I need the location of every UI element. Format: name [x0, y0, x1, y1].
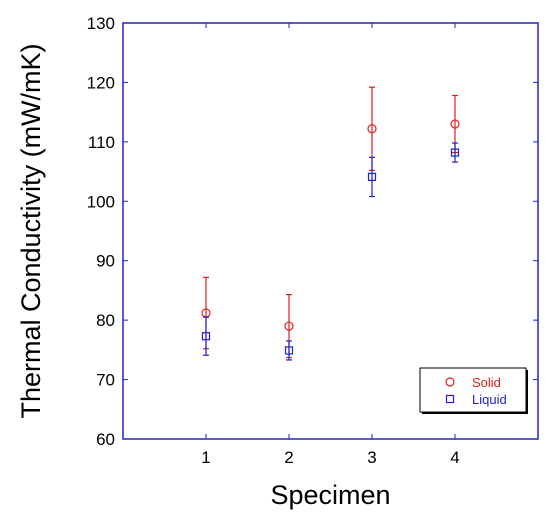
axis-ticks [123, 22, 538, 440]
legend-label-solid: Solid [472, 375, 501, 390]
data-marks [201, 86, 460, 361]
legend: Solid Liquid [419, 367, 528, 414]
plot-frame [122, 22, 539, 440]
y-tick-label: 100 [87, 192, 115, 211]
x-tick-label: 1 [201, 448, 210, 467]
x-axis-title: Specimen [270, 480, 390, 510]
solid-point [284, 321, 294, 331]
y-tick-label: 90 [96, 252, 115, 271]
legend-label-liquid: Liquid [472, 392, 507, 407]
solid-point [367, 124, 377, 134]
liquid-point [367, 172, 377, 182]
x-tick-label: 4 [450, 448, 459, 467]
y-axis-title: Thermal Conductivity (mW/mK) [16, 43, 46, 418]
x-tick-label: 3 [367, 448, 376, 467]
liquid-point [201, 332, 211, 341]
y-tick-label: 110 [88, 133, 115, 152]
legend-solid-point [445, 377, 455, 387]
legend-liquid-point [445, 394, 455, 404]
y-tick-label: 130 [87, 14, 115, 33]
legend-box [419, 367, 527, 413]
y-tick-label: 70 [96, 371, 115, 390]
x-tick-label: 2 [284, 448, 293, 467]
solid-point [450, 119, 460, 129]
liquid-point [450, 148, 460, 157]
axis-tick-labels: 60 70 80 90 100 110 120 130 1 2 3 4 [87, 14, 460, 467]
y-tick-label: 120 [87, 73, 115, 92]
y-tick-label: 60 [96, 430, 115, 449]
liquid-point [284, 346, 294, 355]
y-tick-label: 80 [96, 311, 115, 330]
